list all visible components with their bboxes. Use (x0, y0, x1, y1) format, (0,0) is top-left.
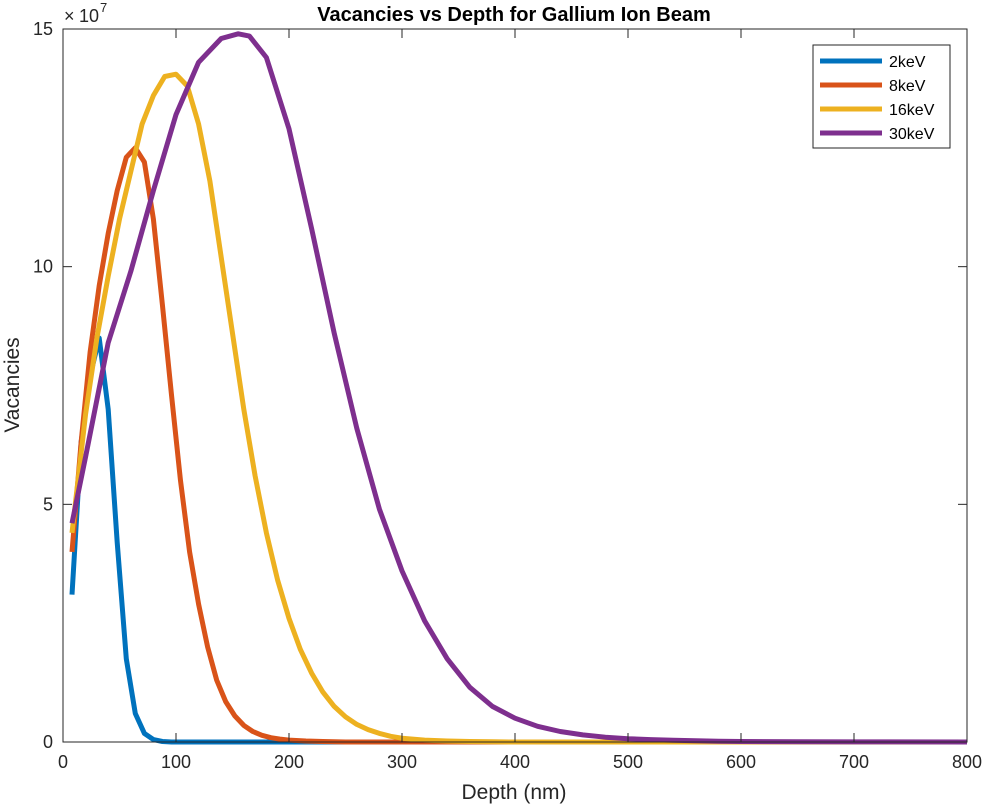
y-tick-label: 0 (43, 732, 53, 752)
legend-label-8keV: 8keV (889, 78, 926, 95)
y-tick-label: 5 (43, 494, 53, 514)
legend-label-30keV: 30keV (889, 126, 935, 143)
x-tick-label: 500 (613, 752, 643, 772)
x-tick-label: 700 (839, 752, 869, 772)
legend-label-2keV: 2keV (889, 54, 926, 71)
chart-title: Vacancies vs Depth for Gallium Ion Beam (317, 4, 710, 26)
x-axis: 0 100 200 300 400 500 600 700 800 (58, 29, 982, 772)
x-tick-label: 400 (500, 752, 530, 772)
series-line-16keV (69, 71, 967, 745)
x-tick-label: 600 (726, 752, 756, 772)
y-multiplier-exponent: 7 (100, 0, 107, 15)
y-multiplier-base: 10 (79, 6, 99, 26)
x-tick-label: 200 (274, 752, 304, 772)
y-axis-label: Vacancies (1, 337, 24, 432)
y-tick-label: 15 (33, 19, 53, 39)
x-axis-label: Depth (nm) (461, 781, 566, 804)
legend-label-16keV: 16keV (889, 102, 935, 119)
series-line-30keV (69, 31, 968, 745)
x-tick-label: 0 (58, 752, 68, 772)
y-tick-label: 10 (33, 257, 53, 277)
x-tick-label: 800 (952, 752, 982, 772)
x-tick-label: 300 (387, 752, 417, 772)
y-axis: 0 5 10 15 (33, 19, 967, 752)
y-multiplier: × 10 7 (64, 0, 107, 26)
legend: 2keV 8keV 16keV 30keV (812, 44, 951, 149)
y-multiplier-sign: × (64, 6, 75, 26)
x-tick-label: 100 (161, 752, 191, 772)
series-line-8keV (69, 145, 967, 745)
